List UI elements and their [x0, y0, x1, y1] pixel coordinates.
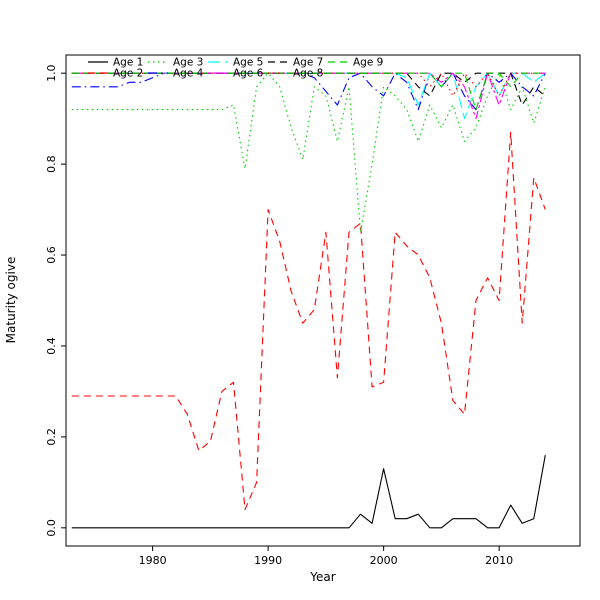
legend-label-age-6: Age 6: [233, 68, 264, 80]
legend-label-age-8: Age 8: [293, 68, 323, 80]
legend-label-age-5: Age 5: [233, 57, 263, 69]
series-line-age-1: [71, 455, 546, 529]
x-axis-title: Year: [309, 570, 335, 584]
x-tick-label: 2000: [370, 554, 398, 567]
series-line-age-5: [71, 72, 546, 120]
series-layer: [71, 72, 546, 529]
y-tick-label: 0.4: [45, 337, 58, 355]
legend-label-age-7: Age 7: [293, 57, 323, 69]
y-tick-label: 0.8: [45, 155, 58, 173]
y-tick-label: 0.6: [45, 246, 58, 264]
series-line-age-6: [71, 72, 546, 120]
y-tick-label: 0.2: [45, 428, 58, 446]
x-tick-label: 1990: [254, 554, 282, 567]
legend-label-age-2: Age 2: [113, 68, 143, 80]
series-line-age-3: [71, 72, 546, 233]
legend-label-age-9: Age 9: [353, 57, 383, 69]
y-tick-label: 0.0: [45, 519, 58, 537]
legend-label-age-3: Age 3: [173, 57, 203, 69]
series-line-age-8: [71, 72, 546, 97]
axes-layer: 1980 1990 2000 2010 0.0 0.2 0.4 0.6 0.8 1.0: [45, 54, 581, 567]
y-axis-title: Maturity ogive: [4, 257, 18, 344]
series-line-age-4: [71, 72, 546, 111]
x-tick-label: 1980: [139, 554, 167, 567]
series-line-age-2: [71, 131, 546, 511]
legend-label-age-1: Age 1: [113, 57, 143, 69]
y-tick-label: 1.0: [45, 64, 58, 82]
legend-label-age-4: Age 4: [173, 68, 204, 80]
plot-border: [65, 54, 581, 547]
x-tick-label: 2010: [485, 554, 513, 567]
